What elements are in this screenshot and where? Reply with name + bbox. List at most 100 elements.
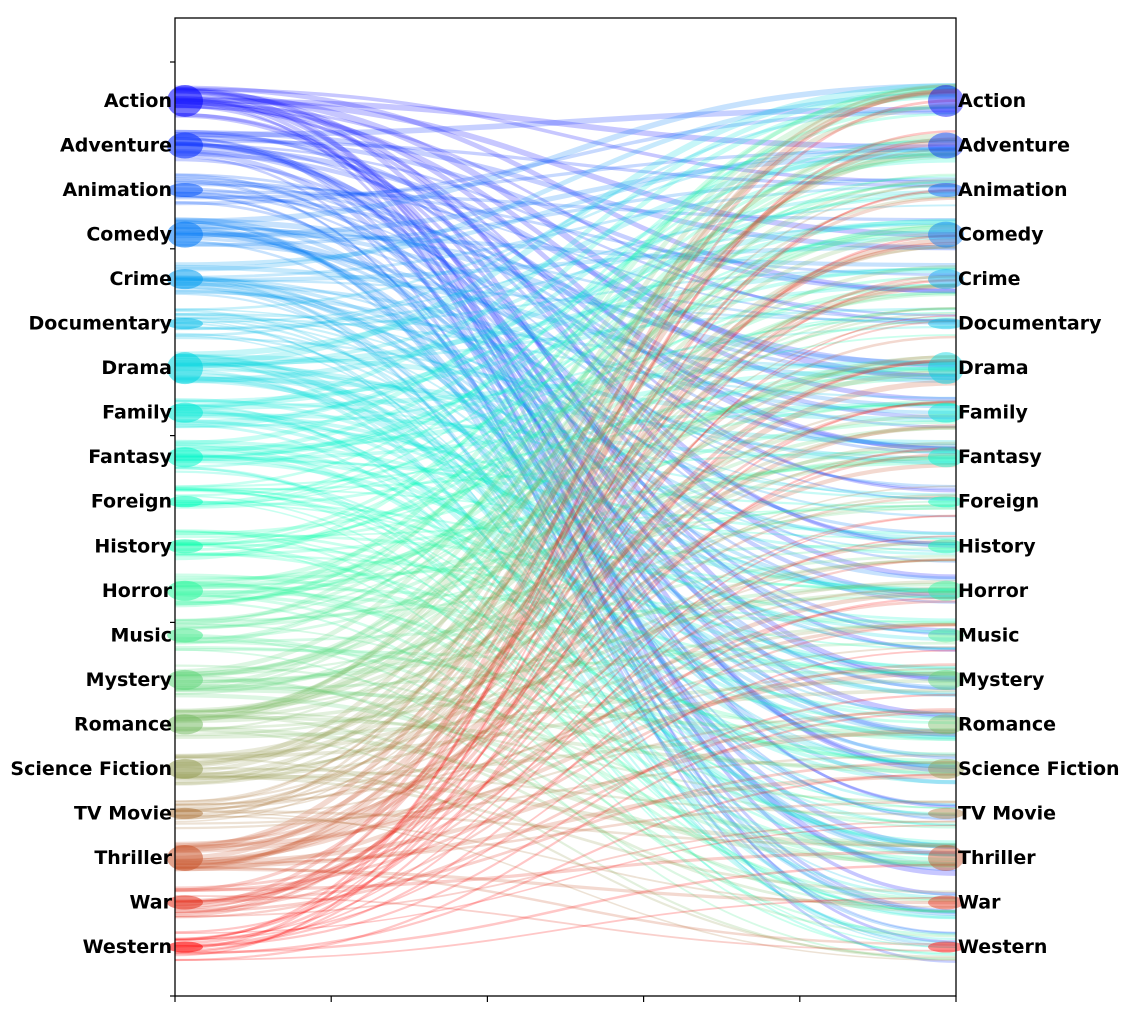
- flow-15-17: [174, 772, 957, 848]
- flow-18-1: [174, 137, 957, 915]
- flow-5-11: [174, 314, 957, 600]
- flow-15-10: [174, 557, 957, 776]
- flow-19-5: [174, 314, 957, 940]
- left-label-group: Action Adventure Animation Comedy Crime Docum…: [10, 90, 172, 958]
- flow-18-5: [174, 320, 957, 914]
- flow-13-10: [174, 554, 957, 684]
- flow-18-10: [174, 558, 957, 911]
- flow-2-19: [174, 178, 957, 934]
- flow-9-1: [174, 138, 957, 489]
- flow-9-16: [174, 488, 957, 809]
- flow-6-0: [174, 83, 957, 367]
- flow-2-11: [174, 187, 957, 604]
- flow-16-18: [174, 815, 957, 908]
- flow-0-10: [174, 101, 957, 548]
- flow-4-12: [174, 286, 957, 650]
- right-node-6: [928, 352, 964, 385]
- flow-15-19: [174, 756, 957, 958]
- flow-18-11: [174, 599, 957, 890]
- flow-5-16: [174, 335, 957, 817]
- flow-8-2: [174, 192, 957, 469]
- flow-9-6: [174, 373, 957, 509]
- flow-layer: [167, 83, 964, 963]
- flow-4-3: [174, 245, 957, 283]
- flow-3-8: [174, 241, 957, 449]
- flow-1-8: [174, 132, 957, 451]
- flow-15-5: [174, 307, 957, 785]
- left-label: Fantasy: [88, 446, 172, 468]
- flow-18-7: [174, 401, 957, 903]
- flow-9-2: [174, 175, 957, 507]
- flow-19-7: [174, 400, 957, 952]
- right-node-16: [928, 807, 964, 819]
- right-node-10: [928, 539, 964, 554]
- flow-11-1: [174, 152, 957, 608]
- flow-1-13: [174, 141, 957, 682]
- flow-7-15: [174, 418, 957, 784]
- flow-16-3: [174, 245, 957, 813]
- flow-0-9: [174, 105, 957, 493]
- flow-4-1: [174, 146, 957, 267]
- flow-6-13: [174, 377, 957, 697]
- flow-12-6: [174, 368, 957, 629]
- flow-16-13: [174, 667, 957, 806]
- flow-7-13: [174, 398, 957, 671]
- flow-14-13: [174, 679, 957, 739]
- flow-16-7: [174, 401, 957, 803]
- flow-19-17: [174, 863, 957, 954]
- left-label: Thriller: [94, 847, 172, 869]
- flow-3-0: [174, 83, 957, 225]
- flow-2-9: [174, 191, 957, 501]
- flow-16-5: [174, 318, 957, 823]
- right-node-4: [928, 269, 964, 290]
- right-node-19: [928, 941, 964, 953]
- flow-19-9: [174, 515, 957, 941]
- flow-11-19: [174, 600, 957, 936]
- left-node-2: [167, 183, 203, 198]
- flow-19-3: [174, 234, 957, 941]
- flow-10-18: [174, 530, 957, 913]
- flow-18-3: [174, 241, 957, 892]
- flow-9-19: [174, 499, 957, 949]
- left-node-10: [167, 539, 203, 554]
- flow-12-11: [174, 595, 957, 644]
- flow-11-6: [174, 374, 957, 590]
- flow-17-9: [174, 495, 957, 845]
- flow-18-8: [174, 453, 957, 904]
- flow-4-19: [174, 278, 957, 947]
- flow-6-8: [174, 376, 957, 445]
- flow-16-12: [174, 646, 957, 820]
- flow-17-1: [174, 140, 957, 861]
- flow-11-10: [174, 543, 957, 580]
- flow-1-11: [174, 149, 957, 598]
- flow-0-19: [174, 101, 957, 944]
- flow-10-12: [174, 553, 957, 623]
- flow-3-17: [174, 224, 957, 857]
- right-label: History: [958, 535, 1036, 557]
- flow-8-14: [174, 442, 957, 721]
- flow-3-9: [174, 222, 957, 488]
- flow-9-7: [174, 403, 957, 488]
- flow-10-2: [174, 181, 957, 547]
- flow-11-12: [174, 585, 957, 624]
- left-node-15: [167, 758, 203, 779]
- flow-5-8: [174, 336, 957, 459]
- flow-9-4: [174, 292, 957, 497]
- flow-14-17: [174, 726, 957, 865]
- left-label: Family: [102, 402, 173, 424]
- left-label: Animation: [62, 179, 172, 201]
- flow-2-0: [174, 110, 957, 206]
- flow-4-13: [174, 278, 957, 697]
- left-node-16: [167, 807, 203, 819]
- flow-7-6: [174, 360, 957, 410]
- flow-3-16: [174, 240, 957, 820]
- flow-9-5: [174, 311, 957, 506]
- flow-6-4: [174, 268, 957, 368]
- flow-7-11: [174, 411, 957, 594]
- flow-8-17: [174, 444, 957, 845]
- flow-5-6: [174, 312, 957, 371]
- flow-0-8: [174, 98, 957, 452]
- right-label: Action: [958, 90, 1026, 112]
- flow-4-18: [174, 285, 957, 913]
